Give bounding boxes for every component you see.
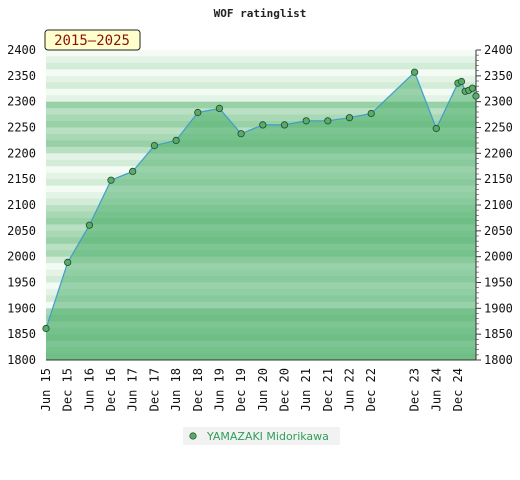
x-tick-label: Dec 18: [191, 368, 205, 411]
background-band: [46, 114, 476, 122]
x-tick-label: Dec 19: [234, 368, 248, 411]
y-tick-label-right: 2150: [484, 172, 513, 186]
x-tick-label: Dec 21: [321, 368, 335, 411]
data-point: [85, 221, 94, 229]
data-point: [457, 77, 466, 86]
data-point: [129, 167, 137, 175]
x-tick-label: Dec 22: [364, 368, 378, 411]
y-tick-label-right: 1900: [484, 301, 513, 315]
data-point: [432, 124, 440, 133]
x-tick-label: Dec 23: [408, 368, 422, 411]
y-tick-label-left: 2400: [7, 43, 36, 57]
x-tick-label: Dec 24: [451, 368, 465, 411]
data-point: [259, 121, 267, 129]
y-tick-label-right: 2100: [484, 198, 513, 212]
data-point: [410, 68, 419, 76]
series-area: [46, 72, 476, 360]
y-tick-label-right: 2200: [484, 146, 513, 160]
y-tick-label-right: 2000: [484, 250, 513, 264]
x-axis: Jun 15 Dec 15 Jun 16 Dec 16 Jun 17 Dec 17 Jun …: [39, 368, 465, 411]
data-point: [280, 121, 289, 129]
x-tick-label: Dec 17: [147, 368, 161, 411]
data-point: [64, 258, 72, 266]
background-band: [46, 69, 476, 77]
data-point: [468, 84, 476, 92]
y-tick-label-left: 2300: [7, 95, 36, 109]
data-point: [324, 117, 332, 125]
y-tick-label-right: 1800: [484, 353, 513, 367]
data-point: [472, 92, 480, 100]
x-tick-label: Jun 22: [343, 368, 357, 411]
y-tick-label-left: 2000: [7, 250, 36, 264]
data-point: [107, 176, 115, 184]
background-band: [46, 88, 476, 96]
y-tick-label-left: 2350: [7, 69, 36, 83]
data-point: [367, 109, 375, 118]
x-tick-label: Jun 15: [39, 368, 53, 411]
background-band: [46, 56, 476, 64]
data-point: [302, 117, 310, 125]
legend-entry: YAMAZAKI Midorikawa: [206, 430, 329, 443]
x-tick-label: Jun 18: [169, 368, 183, 411]
x-tick-label: Dec 16: [104, 368, 118, 411]
x-tick-label: Jun 19: [212, 368, 226, 411]
data-markers: [42, 68, 480, 333]
y-tick-label-right: 2050: [484, 224, 513, 238]
period-label: 2015–2025: [54, 33, 130, 49]
y-tick-label-right: 2250: [484, 121, 513, 135]
background-band: [46, 95, 476, 103]
legend-marker: [189, 432, 197, 440]
data-point: [172, 136, 180, 144]
background-band: [46, 50, 476, 57]
data-point: [215, 104, 223, 113]
x-tick-label: Jun 20: [256, 368, 270, 411]
y-tick-label-right: 2350: [484, 69, 513, 83]
background-band: [46, 108, 476, 116]
y-tick-label-left: 2100: [7, 198, 36, 212]
y-tick-label-left: 1800: [7, 353, 36, 367]
x-tick-label: Dec 20: [278, 368, 292, 411]
y-tick-label-right: 1850: [484, 327, 513, 341]
y-tick-label-left: 2250: [7, 121, 36, 135]
data-point: [194, 108, 202, 117]
y-tick-label-left: 1850: [7, 327, 36, 341]
legend: YAMAZAKI Midorikawa: [183, 427, 340, 445]
y-tick-label-right: 2400: [484, 43, 513, 57]
x-tick-label: Jun 21: [299, 368, 313, 411]
data-point: [42, 324, 50, 333]
background-band: [46, 101, 476, 109]
x-tick-label: Jun 17: [126, 368, 140, 411]
data-point: [237, 130, 245, 138]
y-tick-label-left: 1950: [7, 276, 36, 290]
data-point: [345, 114, 354, 122]
background-band: [46, 82, 476, 90]
y-tick-label-left: 2050: [7, 224, 36, 238]
y-tick-label-right: 1950: [484, 276, 513, 290]
x-tick-label: Jun 16: [82, 368, 96, 411]
y-tick-label-right: 2300: [484, 95, 513, 109]
chart-title: WOF ratinglist: [214, 7, 307, 20]
y-tick-label-left: 2150: [7, 172, 36, 186]
y-tick-label-left: 2200: [7, 146, 36, 160]
x-tick-label: Jun 24: [429, 368, 443, 411]
period-box: 2015–2025: [44, 29, 141, 51]
x-tick-label: Dec 15: [61, 368, 75, 411]
background-band: [46, 75, 476, 83]
y-tick-label-left: 1900: [7, 301, 36, 315]
y-axis-left: 1800 1850 1900 1950 2000 2050 2100 2150 2200 2250…: [7, 43, 36, 367]
background-band: [46, 62, 476, 70]
y-axis-right: 1800 1850 1900 1950 2000 2050 2100 2150 2200 2250…: [46, 43, 513, 367]
data-point: [150, 142, 158, 150]
